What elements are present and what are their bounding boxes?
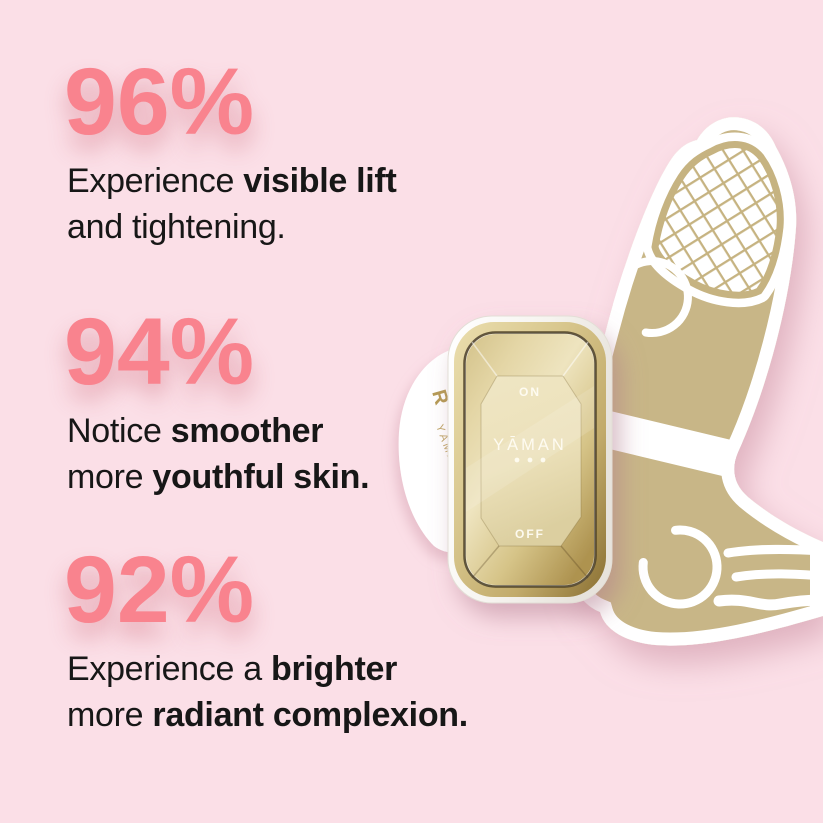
crosshatch-pattern-zone [651, 141, 784, 299]
stat-value: 92% [64, 537, 255, 643]
face-sheen [466, 386, 594, 512]
motion-line [713, 594, 823, 611]
stat-description: Experience a brighter more radiant comple… [67, 646, 468, 738]
lower-ring-icon [638, 525, 722, 609]
text-run-bold: radiant complexion. [152, 696, 468, 734]
indicator-dot [540, 457, 546, 463]
text-run-bold: youthful skin. [152, 458, 370, 496]
stat-block-96: 96% Experience visible lift and tightenin… [64, 49, 397, 250]
indicator-dot [527, 457, 533, 463]
device-bezel-line [463, 331, 597, 588]
text-run: and tightening. [67, 208, 286, 246]
indicator-dots [514, 457, 546, 463]
flap-letter: R [427, 387, 452, 407]
brand-logo: YĀMAN [493, 436, 567, 454]
power-on-label: ON [519, 385, 541, 399]
facet-seam [471, 545, 589, 579]
text-run: Notice [67, 412, 171, 450]
power-off-label: OFF [515, 527, 545, 541]
motion-lines [713, 544, 823, 611]
motion-line [731, 569, 823, 582]
text-run: more [67, 696, 153, 734]
controller-device: ON YĀMAN OFF [447, 315, 613, 604]
motion-line [723, 544, 823, 558]
stat-value: 94% [64, 299, 255, 405]
stat-block-94: 94% Notice smoother more youthful skin. [64, 299, 370, 500]
indicator-dot [514, 457, 520, 463]
upper-ring-icon [611, 257, 692, 338]
text-run-bold: brighter [271, 650, 398, 688]
device-bezel [454, 322, 606, 597]
text-run-bold: smoother [170, 412, 324, 450]
stat-value: 96% [64, 49, 255, 155]
text-run-bold: visible lift [243, 162, 397, 200]
facet-seam [471, 341, 589, 377]
facet-seams [471, 341, 589, 579]
text-run: more [67, 458, 153, 496]
stat-block-92: 92% Experience a brighter more radiant co… [64, 543, 468, 738]
text-run: Experience a [67, 650, 272, 688]
stat-description: Experience visible lift and tightening. [67, 158, 397, 250]
stat-description: Notice smoother more youthful skin. [67, 408, 370, 500]
mask-pad [563, 117, 823, 646]
text-run: Experience [67, 162, 244, 200]
flap-shape [398, 348, 462, 553]
